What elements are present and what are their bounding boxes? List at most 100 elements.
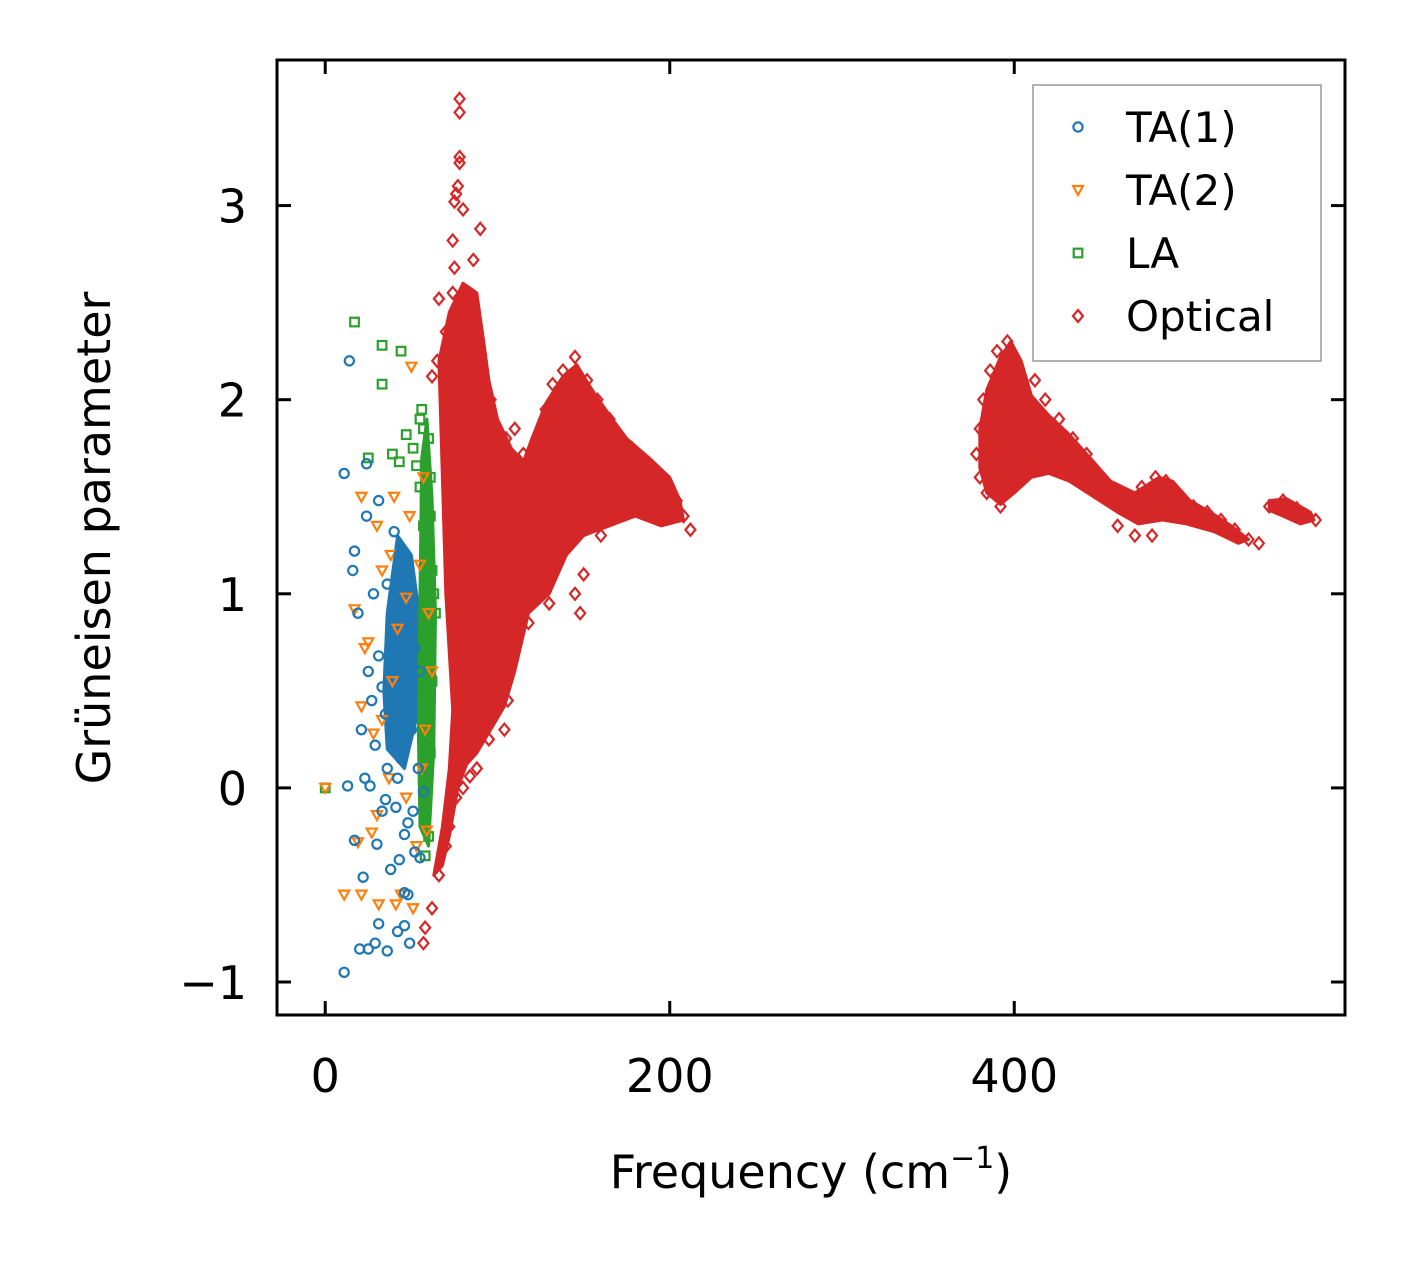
- data-point-optical: [1214, 512, 1228, 528]
- data-point-optical: [456, 780, 470, 796]
- data-point-ta-2: [364, 827, 379, 840]
- data-point-ta-2: [354, 701, 369, 714]
- legend-label-ta-1: TA(1): [1125, 103, 1237, 152]
- data-point-optical: [453, 104, 467, 121]
- data-point-ta-1: [398, 920, 411, 932]
- data-point-optical: [432, 291, 446, 307]
- data-points-layer: [318, 91, 1323, 978]
- data-point-optical: [449, 186, 463, 202]
- dense-region-optical-0: [432, 281, 685, 877]
- data-point-ta-1: [348, 545, 361, 557]
- data-point-la: [414, 413, 426, 425]
- x-tick-label: 0: [311, 1049, 340, 1103]
- data-point-la: [418, 520, 429, 532]
- data-point-ta-1: [388, 591, 400, 604]
- data-point-la: [424, 510, 436, 522]
- data-point-optical: [1252, 535, 1266, 552]
- data-point-ta-1: [360, 510, 373, 522]
- data-point-optical: [1121, 489, 1135, 505]
- y-axis-title: Grüneisen parameter: [67, 291, 121, 784]
- data-point-ta-2: [421, 608, 436, 621]
- legend-label-ta-2: TA(2): [1125, 166, 1237, 215]
- data-point-optical: [590, 391, 604, 408]
- data-point-optical: [522, 615, 535, 631]
- data-point-optical: [1028, 372, 1042, 388]
- data-point-ta-1: [372, 650, 385, 662]
- data-point-ta-1: [379, 793, 392, 806]
- x-axis-title-main: Frequency (cm: [610, 1145, 950, 1199]
- data-point-ta-1: [381, 762, 393, 775]
- data-point-la: [362, 452, 374, 464]
- data-point-optical: [594, 527, 608, 544]
- data-point-optical: [1276, 492, 1290, 509]
- data-point-optical: [432, 867, 446, 883]
- data-point-optical: [683, 522, 697, 538]
- data-point-optical: [416, 935, 430, 951]
- data-point-ta-2: [385, 676, 400, 689]
- data-point-optical: [470, 760, 484, 777]
- data-point-la: [421, 539, 433, 551]
- data-point-optical: [418, 919, 432, 936]
- data-point-ta-2: [383, 549, 398, 563]
- data-point-la: [419, 491, 431, 503]
- y-tick-label: 2: [218, 374, 247, 428]
- data-point-la: [423, 714, 434, 726]
- data-point-optical: [577, 566, 591, 583]
- data-point-optical: [463, 768, 477, 784]
- data-point-optical: [470, 343, 484, 359]
- legend-label-la: LA: [1126, 229, 1179, 278]
- data-point-optical: [1107, 485, 1121, 501]
- data-point-ta-1: [391, 925, 404, 938]
- data-point-la: [395, 345, 407, 357]
- data-point-optical: [659, 479, 673, 495]
- data-point-optical: [670, 492, 684, 509]
- data-point-optical: [1038, 391, 1052, 408]
- data-point-ta-1: [367, 588, 380, 600]
- data-point-optical: [625, 440, 639, 456]
- data-point-la: [423, 433, 434, 444]
- data-point-optical: [453, 155, 467, 171]
- data-point-ta-2: [354, 889, 369, 902]
- data-point-optical: [1007, 479, 1021, 495]
- data-point-ta-1: [409, 642, 421, 654]
- x-axis-title-superscript: −1: [950, 1141, 994, 1176]
- data-point-optical: [677, 508, 690, 524]
- data-point-optical: [1186, 498, 1200, 515]
- y-tick-label: 3: [218, 180, 247, 234]
- data-point-ta-1: [362, 943, 374, 955]
- y-tick-label: 1: [218, 568, 247, 622]
- data-point-optical: [1093, 469, 1107, 486]
- x-axis-title: Frequency (cm−1): [610, 1141, 1013, 1199]
- data-point-ta-2: [425, 666, 439, 679]
- data-point-optical: [1052, 411, 1066, 427]
- legend-marker-ta-2: [1071, 184, 1085, 198]
- data-point-ta-2: [375, 565, 389, 578]
- data-point-optical: [539, 401, 553, 418]
- data-point-la: [387, 448, 398, 460]
- data-point-ta-1: [405, 723, 418, 736]
- data-point-optical: [1000, 333, 1014, 350]
- data-point-optical: [501, 692, 515, 709]
- data-point-ta-1: [376, 681, 388, 693]
- y-tick-label: −1: [179, 956, 247, 1010]
- data-point-optical: [1135, 479, 1149, 495]
- data-point-ta-2: [399, 592, 414, 605]
- data-point-optical: [546, 376, 560, 392]
- data-point-ta-1: [414, 852, 426, 864]
- data-point-ta-1: [355, 723, 368, 736]
- data-point-ta-1: [412, 762, 424, 775]
- data-point-optical: [446, 285, 460, 301]
- data-point-ta-1: [359, 772, 371, 784]
- x-tick-label: 400: [970, 1049, 1058, 1103]
- legend-marker-ta-1: [1072, 121, 1084, 133]
- data-point-la: [393, 456, 405, 468]
- data-point-optical: [573, 605, 587, 621]
- data-point-optical: [484, 391, 498, 408]
- data-point-optical: [439, 838, 453, 854]
- data-point-ta-2: [357, 643, 372, 656]
- data-point-optical: [1145, 527, 1159, 544]
- data-point-ta-1: [372, 494, 385, 507]
- data-point-ta-1: [357, 871, 369, 883]
- data-point-ta-2: [406, 903, 420, 916]
